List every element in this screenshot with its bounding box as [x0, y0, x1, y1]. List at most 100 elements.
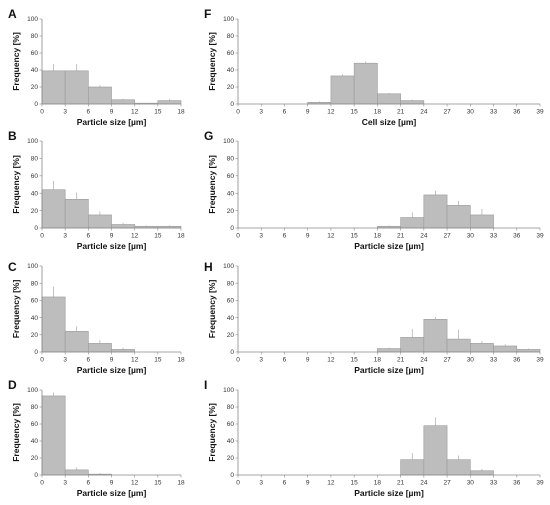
x-tick-label: 39: [536, 480, 544, 487]
x-tick-label: 39: [536, 357, 544, 364]
x-tick-label: 0: [236, 233, 240, 240]
x-axis-title: Particle size [µm]: [77, 488, 147, 498]
bar-d-0: [41, 395, 66, 476]
bar-b-2: [88, 214, 112, 229]
y-tick-label: 0: [230, 472, 234, 479]
x-axis-title: Particle size [µm]: [354, 241, 424, 251]
x-tick-label: 30: [467, 480, 475, 487]
panel-letter: C: [8, 260, 17, 274]
x-tick-label: 18: [374, 480, 382, 487]
bar-i-3: [470, 470, 494, 476]
x-tick-label: 18: [374, 233, 382, 240]
x-tick-label: 9: [110, 233, 114, 240]
x-tick-label: 24: [420, 109, 428, 116]
x-tick-label: 18: [374, 357, 382, 364]
y-axis-title: Frequency [%]: [207, 155, 217, 214]
y-tick-label: 40: [227, 315, 235, 322]
bar-a-3: [111, 99, 135, 105]
x-axis-title: Cell size [µm]: [362, 117, 417, 127]
y-tick-label: 40: [227, 67, 235, 74]
x-tick-label: 6: [283, 233, 287, 240]
bar-c-1: [64, 331, 89, 353]
x-tick-label: 12: [327, 480, 335, 487]
panel-letter: F: [204, 7, 211, 21]
bar-i-0: [400, 459, 425, 476]
bar-d-1: [64, 469, 89, 476]
y-tick-label: 20: [31, 84, 39, 91]
x-tick-label: 39: [536, 233, 544, 240]
x-tick-label: 3: [259, 480, 263, 487]
chart-panel-a: A 0 20 40 60 80 100 0 3 6 9 12 15 18 Particle size [µm…: [8, 7, 185, 127]
y-tick-label: 0: [230, 101, 234, 108]
y-tick-label: 20: [227, 455, 235, 462]
x-tick-label: 12: [131, 357, 139, 364]
bar-b-3: [111, 224, 135, 229]
x-tick-label: 27: [443, 233, 451, 240]
x-tick-label: 6: [283, 480, 287, 487]
x-tick-label: 24: [420, 357, 428, 364]
y-tick-label: 0: [34, 225, 38, 232]
x-tick-label: 24: [420, 233, 428, 240]
x-tick-label: 27: [443, 109, 451, 116]
bar-h-2: [423, 319, 448, 353]
x-tick-label: 6: [283, 357, 287, 364]
y-tick-label: 40: [31, 438, 39, 445]
bar-g-2: [423, 194, 448, 229]
y-tick-label: 60: [227, 421, 235, 428]
bar-i-2: [446, 459, 471, 476]
x-tick-label: 0: [236, 357, 240, 364]
x-tick-label: 36: [513, 480, 521, 487]
chart-panel-b: B 0 20 40 60 80 100 0 3 6 9 12 15 18 Particle size [µm…: [8, 129, 185, 251]
y-tick-label: 40: [227, 190, 235, 197]
chart-panel-d: D 0 20 40 60 80 100 0 3 6 9 12 15 18 Particle size [µm…: [8, 378, 185, 498]
x-tick-label: 33: [490, 109, 498, 116]
x-tick-label: 6: [283, 109, 287, 116]
bar-h-3: [446, 338, 471, 353]
y-tick-label: 80: [31, 33, 39, 40]
y-tick-label: 20: [31, 332, 39, 339]
x-tick-label: 9: [306, 357, 310, 364]
x-axis-title: Particle size [µm]: [77, 365, 147, 375]
x-tick-label: 3: [259, 233, 263, 240]
bar-a-1: [64, 70, 89, 105]
y-axis-title: Frequency [%]: [207, 280, 217, 339]
y-tick-label: 80: [227, 156, 235, 163]
y-tick-label: 60: [227, 50, 235, 57]
x-tick-label: 6: [87, 357, 91, 364]
y-tick-label: 100: [223, 138, 234, 145]
bar-h-0: [377, 348, 401, 353]
y-tick-label: 0: [34, 349, 38, 356]
x-tick-label: 36: [513, 109, 521, 116]
bar-h-4: [470, 343, 494, 353]
x-tick-label: 9: [306, 109, 310, 116]
bar-f-4: [400, 100, 425, 105]
x-tick-label: 12: [131, 480, 139, 487]
x-axis-title: Particle size [µm]: [77, 241, 147, 251]
x-tick-label: 12: [131, 109, 139, 116]
bar-a-5: [157, 100, 182, 105]
x-tick-label: 30: [467, 233, 475, 240]
y-tick-label: 40: [227, 438, 235, 445]
y-tick-label: 80: [31, 156, 39, 163]
y-tick-label: 80: [227, 280, 235, 287]
x-tick-label: 12: [327, 109, 335, 116]
x-tick-label: 3: [63, 357, 67, 364]
x-tick-label: 0: [40, 109, 44, 116]
x-tick-label: 0: [236, 109, 240, 116]
y-tick-label: 60: [31, 173, 39, 180]
y-tick-label: 0: [230, 349, 234, 356]
x-axis-title: Particle size [µm]: [354, 488, 424, 498]
x-tick-label: 18: [177, 480, 185, 487]
x-tick-label: 21: [397, 109, 405, 116]
y-tick-label: 40: [31, 190, 39, 197]
x-tick-label: 0: [40, 233, 44, 240]
x-tick-label: 15: [351, 480, 359, 487]
panel-letter: D: [8, 378, 17, 392]
x-tick-label: 30: [467, 357, 475, 364]
bar-i-1: [423, 425, 448, 476]
y-tick-label: 100: [223, 263, 234, 270]
panel-letter: I: [204, 378, 207, 392]
y-tick-label: 60: [227, 173, 235, 180]
